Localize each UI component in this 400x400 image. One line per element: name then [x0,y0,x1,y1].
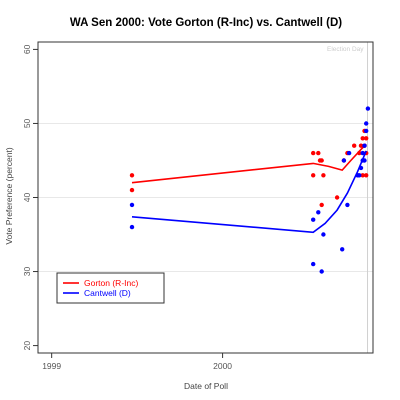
gorton-point [360,173,365,178]
gorton-point [316,150,321,156]
cantwell-point [321,232,326,237]
gorton-point [352,143,357,148]
cantwell-point [311,217,316,222]
cantwell-point [358,165,364,171]
cantwell-point [365,106,371,111]
x-tick-label: 2000 [213,361,232,371]
x-tick-label: 1999 [42,361,61,371]
gorton-trend-line [131,143,367,184]
y-axis-label: Vote Preference (percent) [4,147,14,245]
cantwell-point [364,121,369,126]
cantwell-point [311,261,316,267]
y-tick-label: 50 [22,118,32,128]
cantwell-trend-line [131,150,367,234]
cantwell-point [362,158,367,163]
x-axis-label: Date of Poll [184,381,228,391]
legend: Gorton (R-Inc)Cantwell (D) [56,272,165,304]
cantwell-point [364,128,369,134]
y-tick-label: 30 [22,267,32,277]
gorton-point [364,136,369,141]
gorton-point [360,136,365,141]
legend-box [56,272,165,304]
gorton-point [321,173,326,178]
plot-area: Election Day 20 30 40 50 60 1999 2000 [22,41,374,371]
gorton-point [311,173,316,178]
cantwell-point [129,224,135,230]
gorton-point [358,143,364,148]
cantwell-point [319,269,324,274]
cantwell-point [357,173,362,178]
cantwell-point [341,158,347,163]
election-day-label: Election Day [327,46,364,53]
y-tick-label: 60 [22,44,32,54]
cantwell-point [360,150,365,156]
gorton-point [319,202,324,208]
gorton-point [364,173,369,178]
cantwell-point [345,202,350,208]
cantwell-point [316,210,321,215]
gorton-point [357,150,362,156]
y-tick-label: 20 [22,341,32,351]
cantwell-point [346,150,352,156]
cantwell-point [362,143,367,148]
legend-label-gorton: Gorton (R-Inc) [84,278,138,288]
gorton-point [311,150,316,156]
cantwell-point [129,202,135,208]
gorton-point [129,187,135,193]
chart-title: WA Sen 2000: Vote Gorton (R-Inc) vs. Can… [70,17,342,29]
gorton-point [319,158,324,163]
cantwell-point [340,247,345,252]
y-tick-label: 40 [22,193,32,203]
legend-label-cantwell: Cantwell (D) [84,288,131,298]
gorton-point [334,195,340,200]
gorton-point [129,173,135,178]
